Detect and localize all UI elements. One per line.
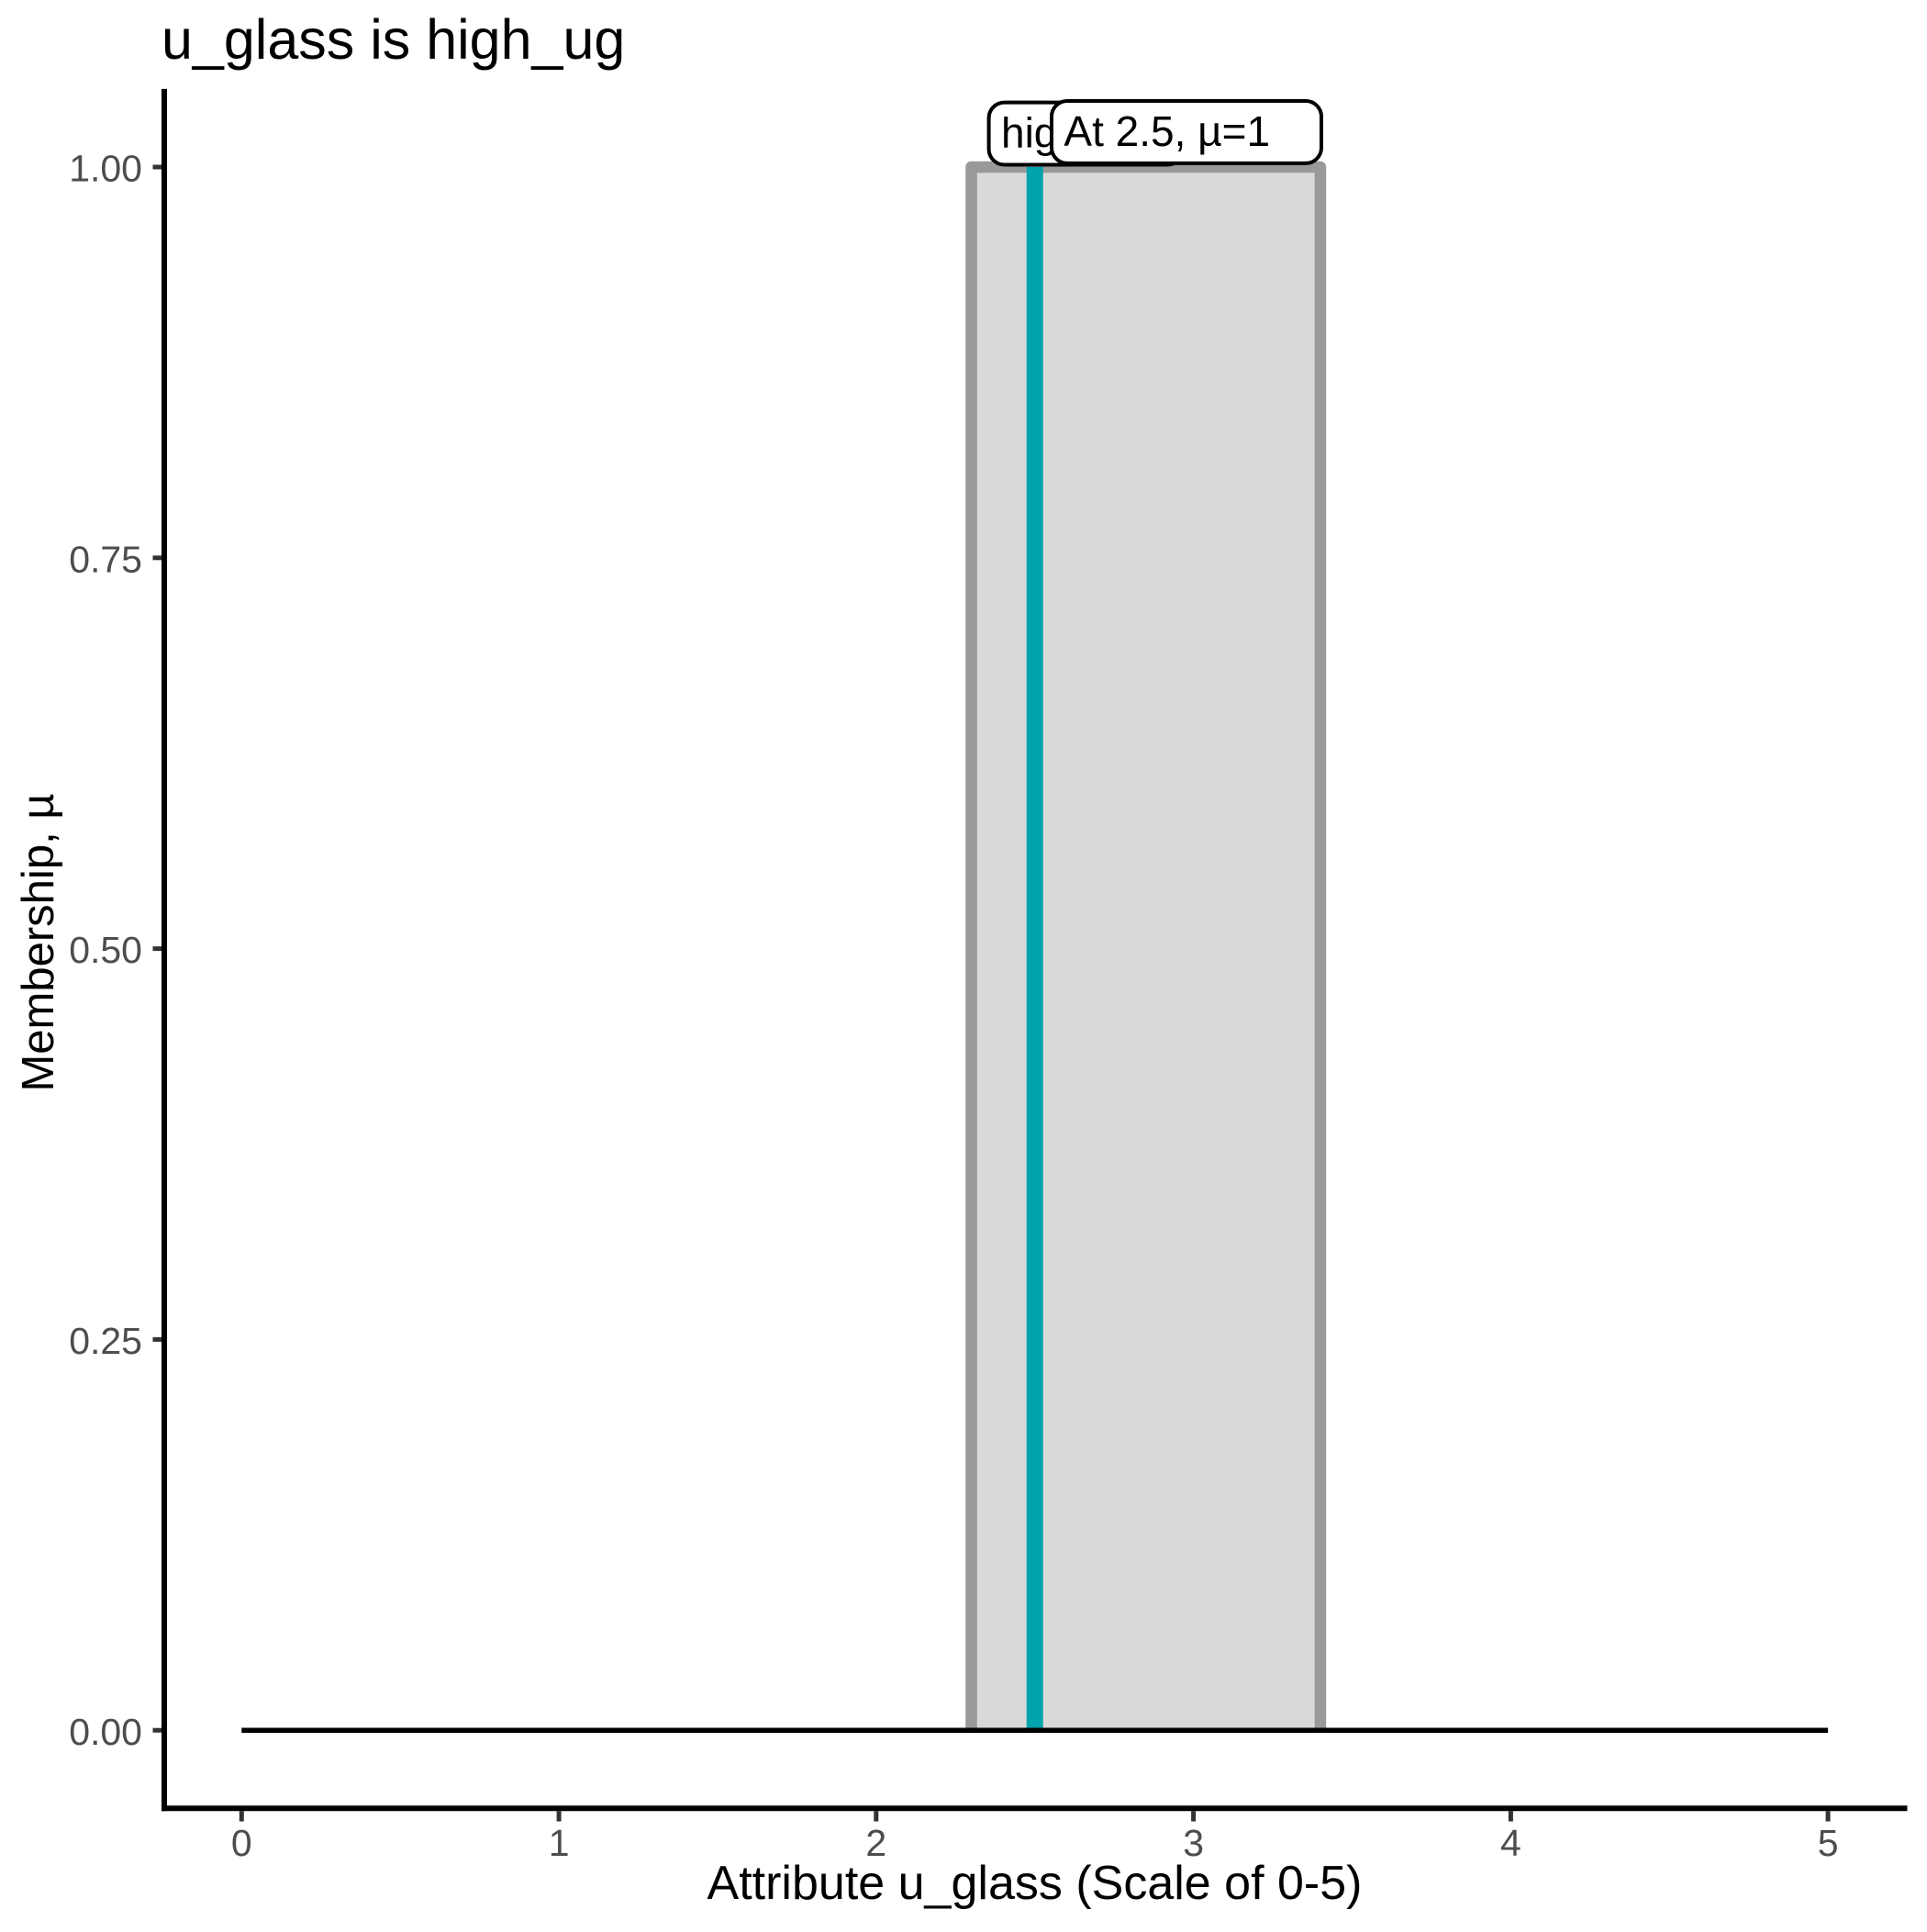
svg-text:3: 3 — [1183, 1822, 1204, 1864]
svg-text:u_glass is high_ug: u_glass is high_ug — [162, 8, 625, 71]
svg-text:2: 2 — [865, 1822, 886, 1864]
svg-text:1.00: 1.00 — [69, 148, 142, 190]
svg-text:0: 0 — [231, 1822, 252, 1864]
svg-text:4: 4 — [1500, 1822, 1521, 1864]
svg-text:Attribute u_glass (Scale of 0-: Attribute u_glass (Scale of 0-5) — [707, 1857, 1363, 1910]
svg-text:5: 5 — [1818, 1822, 1839, 1864]
svg-text:1: 1 — [549, 1822, 570, 1864]
svg-text:Membership, µ: Membership, µ — [14, 793, 63, 1091]
svg-text:0.00: 0.00 — [69, 1711, 142, 1753]
svg-text:0.75: 0.75 — [69, 538, 142, 580]
svg-text:0.50: 0.50 — [69, 929, 142, 971]
svg-text:0.25: 0.25 — [69, 1320, 142, 1362]
svg-text:At 2.5, µ=1: At 2.5, µ=1 — [1064, 107, 1270, 155]
